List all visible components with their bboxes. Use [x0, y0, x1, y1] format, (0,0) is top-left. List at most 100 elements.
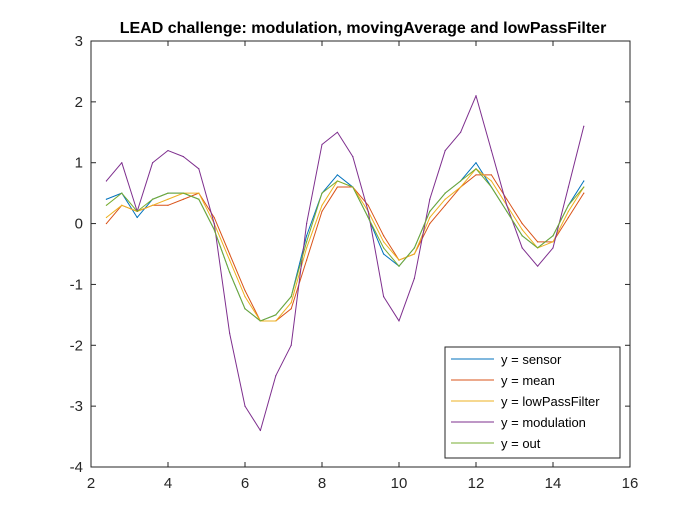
data-point: [383, 235, 385, 237]
data-point: [167, 149, 169, 152]
data-point: [490, 186, 492, 188]
data-point: [383, 296, 385, 298]
data-point: [136, 210, 138, 212]
data-point: [552, 235, 554, 237]
data-point: [136, 216, 138, 219]
data-point: [275, 320, 277, 322]
data-point: [275, 375, 277, 377]
legend-label: y = out: [501, 436, 541, 451]
data-point: [552, 247, 554, 249]
data-point: [105, 222, 107, 225]
data-point: [229, 271, 231, 273]
data-point: [583, 125, 585, 127]
data-point: [244, 296, 246, 298]
series-line-5: [106, 168, 585, 322]
data-point: [367, 216, 369, 219]
data-point: [321, 204, 323, 206]
data-point: [198, 192, 200, 194]
data-point: [198, 198, 200, 200]
data-point: [383, 247, 385, 249]
data-point: [321, 192, 323, 194]
data-point: [444, 149, 446, 152]
chart-title: LEAD challenge: modulation, movingAverag…: [120, 20, 607, 37]
data-point: [367, 210, 369, 212]
x-tick-label: 16: [622, 475, 639, 492]
data-point: [383, 241, 385, 243]
y-tick-label: 0: [75, 216, 83, 233]
data-point: [182, 156, 184, 158]
data-point: [306, 222, 308, 225]
series-layer: [105, 95, 585, 432]
series-line-4: [106, 95, 585, 431]
legend-label: y = sensor: [501, 352, 562, 367]
data-point: [444, 192, 446, 194]
y-tick-label: 2: [75, 94, 83, 111]
y-tick-label: -4: [70, 459, 83, 476]
data-point: [567, 204, 570, 206]
data-point: [352, 186, 354, 188]
data-point: [105, 198, 107, 200]
x-tick-label: 2: [87, 475, 95, 492]
data-point: [167, 192, 169, 194]
data-point: [275, 314, 277, 316]
data-point: [567, 186, 570, 188]
data-point: [429, 216, 431, 219]
data-point: [244, 308, 246, 310]
data-point: [383, 253, 385, 255]
x-tick-label: 14: [545, 475, 562, 492]
data-point: [244, 289, 246, 292]
legend[interactable]: y = sensor y = mean y = lowPassFilter y = m…: [444, 346, 621, 459]
x-tick-label: 4: [164, 475, 172, 492]
data-point: [429, 222, 431, 225]
y-tick-label: 1: [75, 155, 83, 172]
data-point: [475, 168, 477, 170]
legend-label: y = modulation: [501, 415, 586, 430]
data-point: [182, 192, 184, 194]
axes-box: [90, 40, 631, 468]
data-point: [521, 222, 523, 225]
data-point: [244, 405, 246, 407]
data-point: [198, 168, 200, 170]
data-point: [460, 180, 462, 182]
data-point: [290, 302, 292, 304]
data-point: [336, 186, 338, 188]
data-point: [490, 174, 492, 176]
data-point: [567, 216, 570, 219]
data-point: [306, 247, 308, 249]
data-point: [521, 229, 523, 231]
data-point: [105, 204, 107, 206]
data-point: [506, 210, 508, 212]
legend-label: y = lowPassFilter: [501, 394, 600, 409]
data-point: [306, 235, 308, 237]
data-point: [583, 180, 585, 182]
data-point: [306, 241, 308, 243]
data-point: [121, 162, 123, 164]
data-point: [213, 229, 215, 231]
y-tick-label: -2: [70, 337, 83, 354]
data-point: [460, 131, 462, 133]
data-point: [321, 210, 323, 212]
data-point: [229, 332, 231, 334]
data-point: [490, 149, 492, 152]
data-point: [336, 174, 338, 176]
x-tick-label: 8: [318, 475, 326, 492]
data-point: [429, 210, 431, 212]
data-point: [152, 198, 154, 200]
data-point: [506, 204, 508, 206]
data-point: [475, 162, 477, 164]
data-point: [290, 308, 292, 310]
data-point: [552, 241, 554, 243]
data-point: [398, 265, 400, 267]
data-point: [521, 235, 523, 237]
data-point: [167, 198, 169, 200]
data-point: [398, 320, 400, 322]
data-point: [259, 320, 261, 322]
data-point: [352, 156, 354, 158]
data-point: [167, 204, 169, 206]
data-point: [290, 344, 292, 346]
data-point: [213, 222, 215, 225]
data-point: [229, 259, 231, 261]
data-point: [121, 192, 123, 194]
